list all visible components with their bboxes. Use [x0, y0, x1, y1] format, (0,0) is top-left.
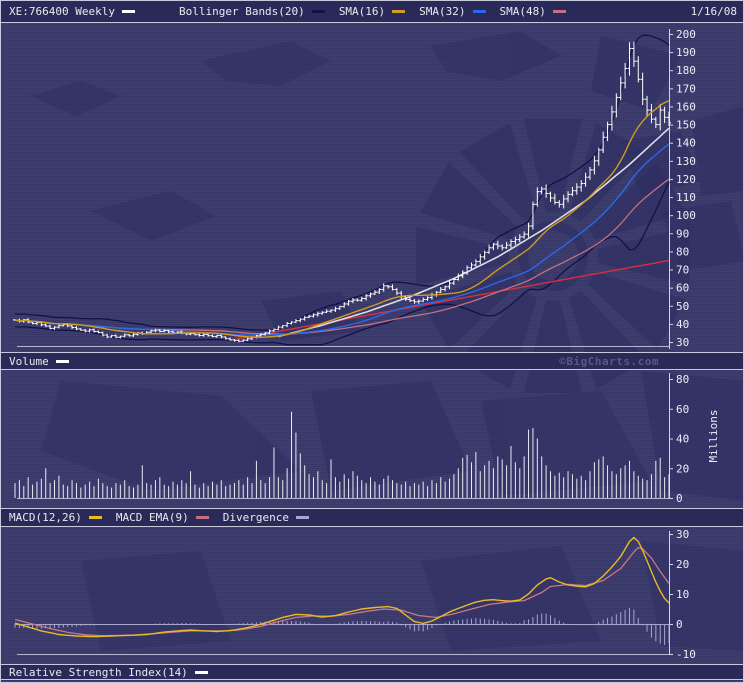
y-tick-label: 0 — [676, 492, 683, 505]
volume-panel-bar: Volume ©BigCharts.com — [1, 352, 743, 370]
y-tick-label: 150 — [676, 119, 696, 132]
legend-dash-icon — [311, 10, 325, 13]
legend-dash-icon — [392, 10, 406, 13]
legend-label: SMA(48) — [499, 5, 546, 18]
legend-dash-icon — [195, 516, 209, 519]
macd-panel-bar: MACD(12,26) MACD EMA(9) Divergence — [1, 508, 743, 527]
bollinger-upper-band — [14, 34, 670, 331]
y-tick-label: 80 — [676, 373, 689, 386]
y-tick-label: 10 — [676, 588, 689, 601]
y-tick-label: 40 — [676, 433, 689, 446]
ohlc-bars — [13, 41, 671, 343]
chart-date: 1/16/08 — [690, 5, 737, 18]
y-tick-label: -10 — [676, 648, 696, 661]
header-bar: XE:766400 Weekly Bollinger Bands(20) SMA(… — [1, 1, 743, 23]
red-trendline — [229, 259, 670, 341]
sma48-line — [14, 178, 670, 335]
rsi-label: Relative Strength Index(14) — [9, 665, 188, 679]
legend-label: Bollinger Bands(20) — [178, 5, 305, 18]
legend-label: SMA(32) — [419, 5, 466, 18]
y-tick-label: 170 — [676, 82, 696, 95]
y-tick-label: 80 — [676, 245, 689, 258]
volume-y-axis-labels: 80 60 40 20 0 — [669, 373, 689, 505]
y-tick-label: 30 — [676, 528, 689, 541]
y-tick-label: 0 — [676, 618, 683, 631]
legend-label: MACD(12,26) — [9, 511, 82, 524]
macd-legend: MACD(12,26) MACD EMA(9) Divergence — [9, 511, 309, 524]
y-tick-label: 20 — [676, 558, 689, 571]
rsi-series-dash-icon — [194, 670, 208, 674]
price-y-axis-labels: 200 190 180 170 160 150 140 130 120 110 100 90 80 70 6… — [669, 28, 696, 349]
y-tick-label: 140 — [676, 137, 696, 150]
volume-label: Volume — [9, 354, 49, 368]
legend-dash-icon — [295, 516, 309, 519]
y-tick-label: 40 — [676, 318, 689, 331]
sma16-line — [14, 100, 670, 339]
y-tick-label: 190 — [676, 46, 696, 59]
macd-line — [14, 536, 670, 638]
bigcharts-credit: ©BigCharts.com — [559, 354, 659, 368]
legend-label: MACD EMA(9) — [115, 511, 189, 524]
legend-label: Divergence — [222, 511, 289, 524]
macd-y-axis-labels: 30 20 10 0 -10 — [669, 528, 696, 661]
y-tick-label: 100 — [676, 209, 696, 222]
y-tick-label: 180 — [676, 64, 696, 77]
price-series-dash-icon — [121, 10, 135, 13]
indicator-legend: Bollinger Bands(20) SMA(16) SMA(32) SMA(48) — [179, 5, 566, 18]
y-tick-label: 90 — [676, 227, 689, 240]
macd-chart-canvas: 30 20 10 0 -10 — [14, 528, 696, 661]
y-tick-label: 70 — [676, 264, 689, 277]
bollinger-lower-band — [14, 181, 670, 346]
divergence-bars — [14, 608, 670, 645]
volume-chart-canvas: 80 60 40 20 0 Millions — [14, 373, 720, 505]
y-tick-label: 30 — [676, 336, 689, 349]
legend-label: SMA(16) — [338, 5, 386, 18]
y-tick-label: 160 — [676, 100, 696, 113]
y-tick-label: 130 — [676, 155, 696, 168]
y-tick-label: 50 — [676, 300, 689, 313]
volume-series-dash-icon — [55, 359, 69, 363]
price-chart-canvas: 200 190 180 170 160 150 140 130 120 110 100 90 80 70 6… — [13, 28, 696, 349]
white-trendline — [278, 127, 670, 338]
y-tick-label: 20 — [676, 462, 689, 475]
sma32-line — [14, 143, 670, 336]
y-tick-label: 120 — [676, 173, 696, 186]
volume-bars — [14, 411, 670, 498]
y-tick-label: 110 — [676, 191, 696, 204]
y-tick-label: 200 — [676, 28, 696, 41]
y-tick-label: 60 — [676, 282, 689, 295]
y-tick-label: 60 — [676, 403, 689, 416]
legend-dash-icon — [552, 10, 566, 13]
rsi-panel-bar: Relative Strength Index(14) — [1, 664, 743, 680]
macd-ema-line — [14, 546, 670, 637]
symbol-label: XE:766400 Weekly — [9, 5, 115, 18]
legend-dash-icon — [88, 516, 102, 519]
volume-axis-title: Millions — [707, 410, 720, 463]
legend-dash-icon — [472, 10, 486, 13]
